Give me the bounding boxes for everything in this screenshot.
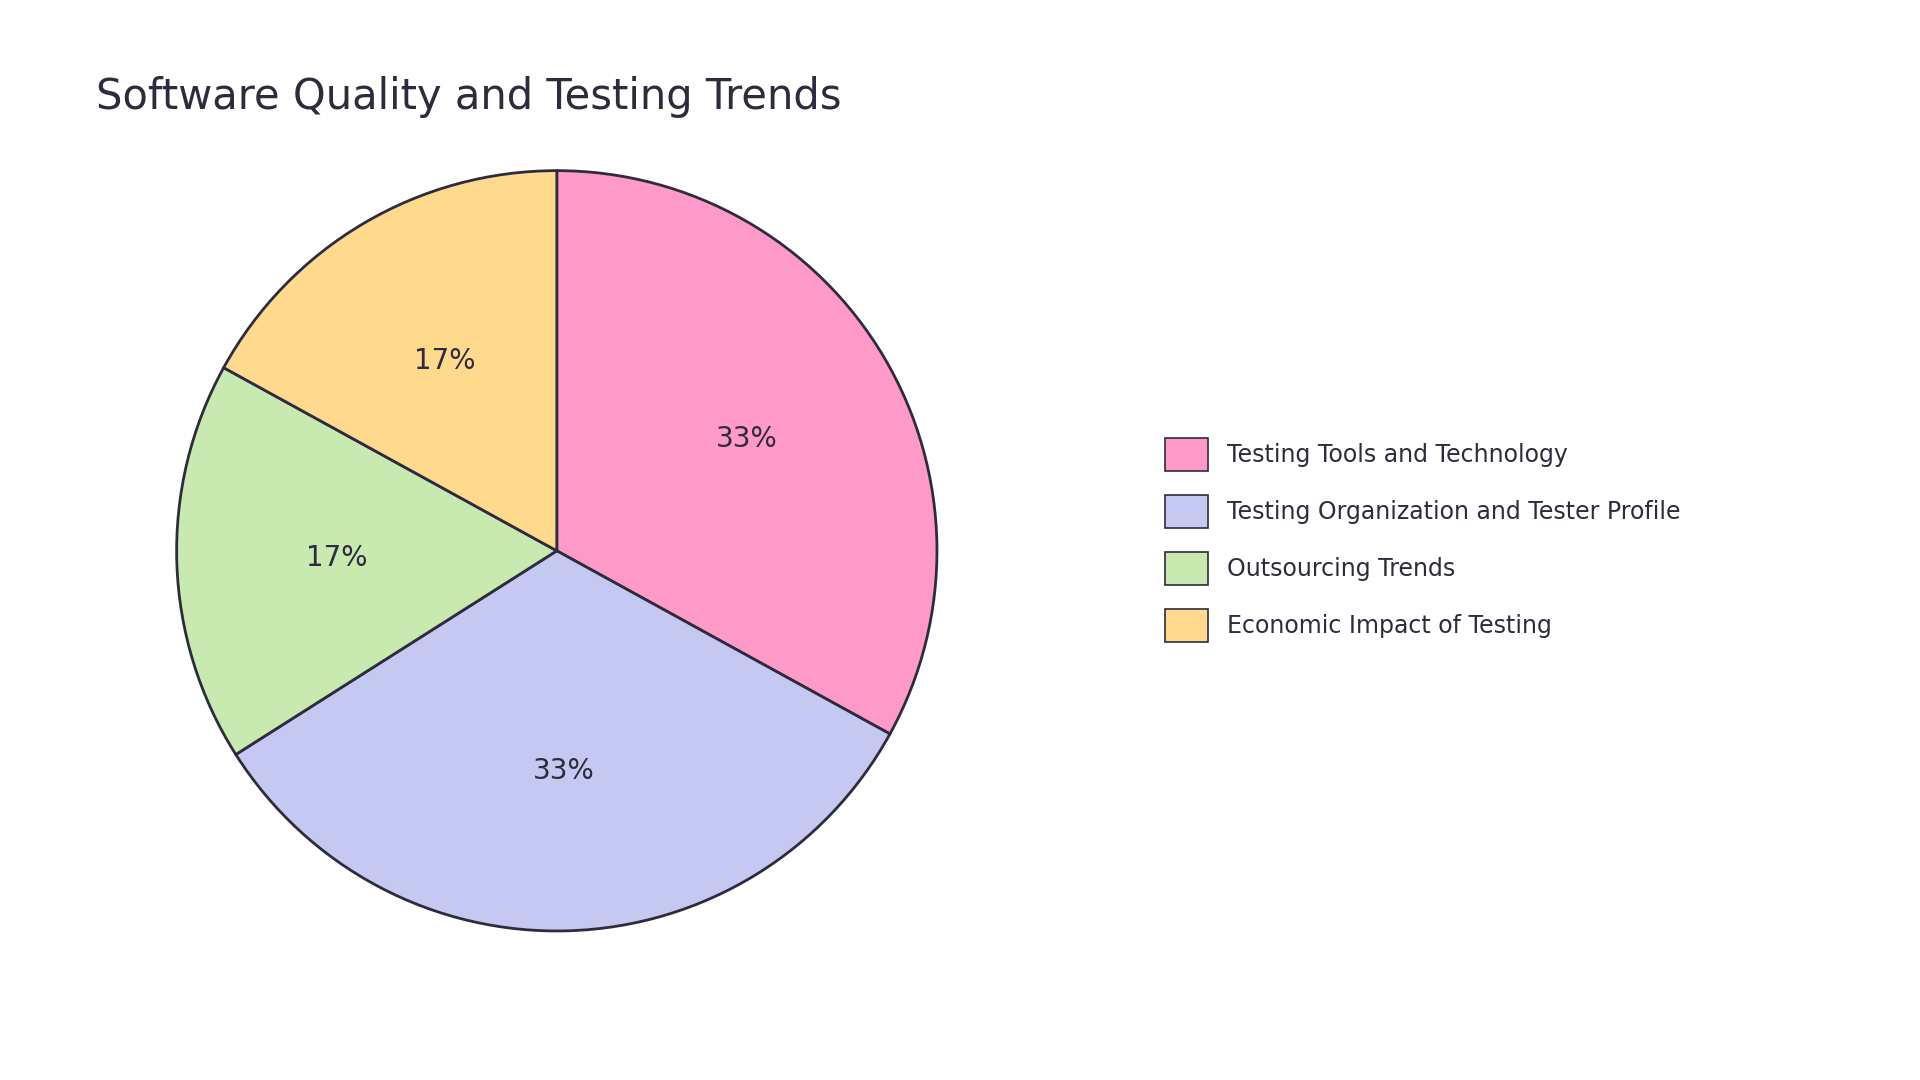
Legend: Testing Tools and Technology, Testing Organization and Tester Profile, Outsourci: Testing Tools and Technology, Testing Or… xyxy=(1142,414,1703,666)
Text: 33%: 33% xyxy=(534,757,595,785)
Text: 17%: 17% xyxy=(415,347,476,375)
Text: 17%: 17% xyxy=(305,543,367,571)
Text: Software Quality and Testing Trends: Software Quality and Testing Trends xyxy=(96,76,841,118)
Wedge shape xyxy=(223,171,557,551)
Text: 33%: 33% xyxy=(716,424,778,453)
Wedge shape xyxy=(557,171,937,734)
Wedge shape xyxy=(177,367,557,755)
Wedge shape xyxy=(236,551,891,931)
